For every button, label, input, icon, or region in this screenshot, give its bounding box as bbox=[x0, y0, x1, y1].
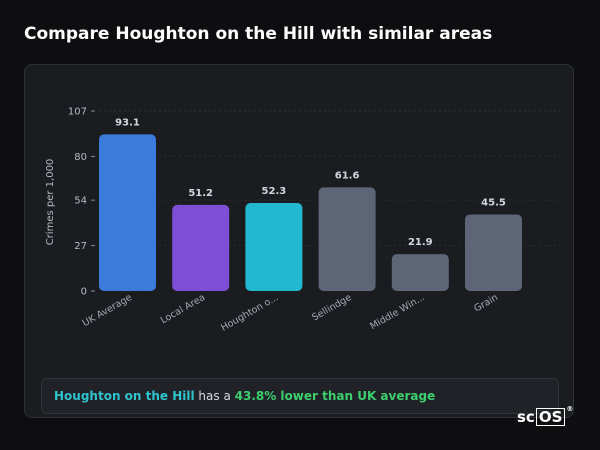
x-tick-label: Sellindge bbox=[310, 292, 353, 323]
y-axis-label: Crimes per 1,000 bbox=[45, 159, 56, 246]
x-tick-label: Middle Win... bbox=[368, 292, 427, 332]
y-tick-label: 27 bbox=[74, 241, 87, 252]
y-tick-label: 107 bbox=[68, 107, 87, 118]
x-tick-label: UK Average bbox=[81, 292, 134, 329]
bar[interactable] bbox=[465, 214, 522, 291]
x-tick-label: Grain bbox=[472, 292, 500, 314]
x-tick-label: Local Area bbox=[159, 292, 207, 326]
logo-registered-mark: ® bbox=[566, 405, 574, 413]
bar-value-label: 51.2 bbox=[188, 188, 213, 199]
y-tick-label: 80 bbox=[74, 152, 87, 163]
bar[interactable] bbox=[172, 204, 230, 291]
bar-chart: 0 27 54 80 107 93.1 UK Average 51.2 Local Area 52… bbox=[45, 107, 561, 334]
brand-logo: sc OS ® bbox=[517, 405, 574, 426]
summary-banner: Houghton on the Hill has a 43.8% lower t… bbox=[41, 378, 559, 414]
page-title: Compare Houghton on the Hill with simila… bbox=[24, 24, 493, 44]
x-tick-label: Houghton o... bbox=[219, 292, 280, 334]
bar[interactable] bbox=[99, 134, 156, 291]
bar[interactable] bbox=[391, 254, 449, 291]
bar-value-label: 21.9 bbox=[408, 237, 433, 248]
chart-card: 0 27 54 80 107 93.1 UK Average 51.2 Local Area 52… bbox=[24, 64, 574, 418]
y-tick-label: 54 bbox=[74, 196, 87, 207]
summary-area-name: Houghton on the Hill bbox=[54, 389, 195, 403]
bar-value-label: 61.6 bbox=[335, 170, 360, 181]
y-tick-label: 0 bbox=[81, 287, 87, 298]
bar[interactable] bbox=[245, 203, 303, 291]
bar-value-label: 52.3 bbox=[262, 186, 287, 197]
bar[interactable] bbox=[318, 187, 376, 291]
summary-stat: 43.8% lower than UK average bbox=[234, 389, 436, 403]
summary-connector: has a bbox=[194, 389, 235, 403]
bar-value-label: 45.5 bbox=[481, 197, 506, 208]
logo-prefix: sc bbox=[517, 408, 535, 426]
bar-value-label: 93.1 bbox=[115, 117, 140, 128]
logo-boxed: OS bbox=[535, 408, 566, 426]
